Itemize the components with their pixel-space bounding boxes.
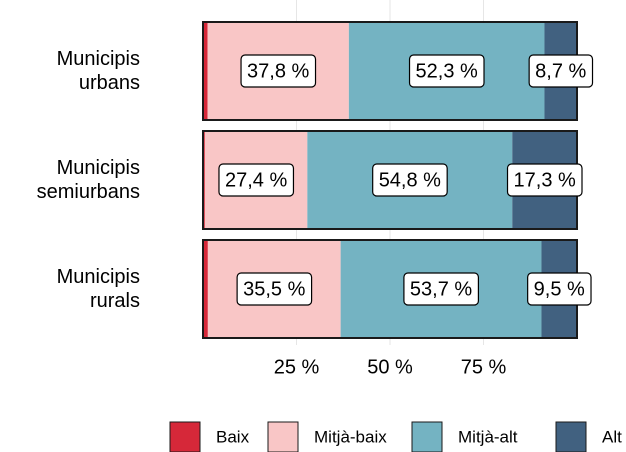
value-label-box <box>408 54 485 88</box>
value-label: 35,5 % <box>243 278 305 300</box>
value-label-group: 53,7 % <box>403 272 480 306</box>
value-label-group: 17,3 % <box>506 163 583 197</box>
legend-label: Mitjà-alt <box>458 427 518 446</box>
bar-segment <box>203 240 208 338</box>
value-label: 17,3 % <box>514 169 576 191</box>
legend-swatch <box>169 421 201 452</box>
value-label-box <box>527 272 592 306</box>
value-label: 52,3 % <box>416 60 478 82</box>
value-label: 9,5 % <box>534 278 585 300</box>
bar-segment <box>203 22 208 120</box>
x-tick-label: 75 % <box>461 356 507 378</box>
category-label: Municipis rurals <box>56 266 140 312</box>
value-label-group: 52,3 % <box>408 54 485 88</box>
legend-swatch <box>555 421 587 452</box>
value-label-box <box>403 272 480 306</box>
category-label: Municipis urbans <box>56 48 140 94</box>
value-label-box <box>528 54 594 88</box>
legend-swatch <box>267 421 299 452</box>
x-tick-label: 25 % <box>274 356 320 378</box>
value-label-box <box>236 272 313 306</box>
legend-label: Mitjà-baix <box>314 427 387 446</box>
value-label-box <box>506 163 583 197</box>
value-label: 27,4 % <box>225 169 287 191</box>
value-label-box <box>218 163 295 197</box>
value-label-group: 35,5 % <box>236 272 313 306</box>
value-label: 37,8 % <box>247 60 309 82</box>
value-label-box <box>240 54 317 88</box>
x-tick-label: 50 % <box>367 356 413 378</box>
value-label-group: 9,5 % <box>527 272 592 306</box>
value-label-box <box>372 163 448 197</box>
value-label-group: 8,7 % <box>528 54 594 88</box>
legend-swatch <box>411 421 443 452</box>
value-label: 54,8 % <box>379 169 441 191</box>
legend-label: Alt <box>602 427 622 446</box>
value-label-group: 27,4 % <box>218 163 295 197</box>
value-label-group: 37,8 % <box>240 54 317 88</box>
value-label: 8,7 % <box>535 60 586 82</box>
category-label: Municipis semiurbans <box>36 157 140 203</box>
value-label-group: 54,8 % <box>372 163 448 197</box>
legend-label: Baix <box>216 427 250 446</box>
value-label: 53,7 % <box>410 278 472 300</box>
